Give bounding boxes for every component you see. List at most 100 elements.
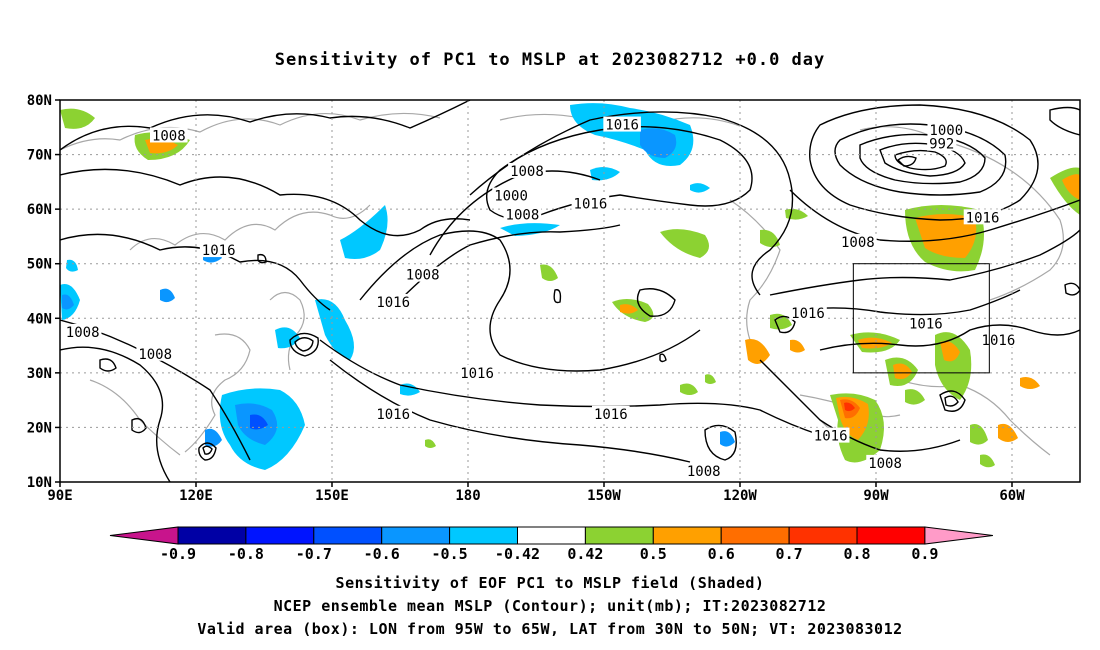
contour-label-bg <box>963 209 1002 225</box>
colorbar-segment <box>652 526 722 545</box>
caption-line-3: Valid area (box): LON from 95W to 65W, L… <box>197 620 903 638</box>
plot-title: Sensitivity of PC1 to MSLP at 2023082712… <box>274 50 826 70</box>
lat-label: 80N <box>27 93 52 109</box>
lon-label: 120W <box>723 488 757 500</box>
contour-label: 1016 <box>966 210 1000 226</box>
lat-label: 40N <box>27 311 52 327</box>
map-background <box>60 100 1080 482</box>
contour-label-bg <box>927 122 966 138</box>
contour-label: 1000 <box>929 123 963 139</box>
lon-label: 60W <box>999 488 1025 500</box>
colorbar-label: -0.9 <box>160 545 196 563</box>
colorbar-segment <box>720 526 790 545</box>
colorbar-label: 0.8 <box>843 545 870 563</box>
contour-label: 1008 <box>152 128 186 144</box>
contour-label: 1016 <box>202 243 236 259</box>
colorbar-segment <box>856 526 926 545</box>
contour-label-bg <box>811 427 850 443</box>
colorbar-low-end <box>109 526 179 545</box>
contour-label: 1016 <box>814 429 848 445</box>
contour-label: 1016 <box>376 295 410 311</box>
colorbar-label: -0.6 <box>364 545 400 563</box>
caption-line-2: NCEP ensemble mean MSLP (Contour); unit(… <box>273 597 827 615</box>
contour-label: 1016 <box>594 407 628 423</box>
colorbar-segment <box>245 526 315 545</box>
lon-label: 180 <box>455 488 480 500</box>
contour-label: 1008 <box>687 464 721 480</box>
contour-label-bg <box>136 345 174 361</box>
colorbar-label: 0.6 <box>708 545 735 563</box>
contour-label: 1016 <box>605 118 639 134</box>
map-gridlines <box>60 100 1080 482</box>
contour-label-bg <box>684 463 723 479</box>
contour-labels: 1008 1016 1008 1008 1008 1016 1000 1008 1016 1008… <box>63 116 1018 480</box>
map-panel: 1008 1016 1008 1008 1008 1016 1000 1008 1016 1008… <box>27 93 1081 500</box>
lon-label: 150E <box>315 488 349 500</box>
contour-label: 1008 <box>506 208 540 224</box>
colorbar-segment <box>381 526 451 545</box>
contour-label: 1008 <box>406 268 440 284</box>
valid-area-box <box>852 263 990 374</box>
contour-label-bg <box>150 127 188 143</box>
contour-label: 1016 <box>376 407 410 423</box>
contour-label: 1016 <box>574 197 608 213</box>
contour-label: 1008 <box>66 325 100 341</box>
lat-label: 60N <box>27 202 52 218</box>
colorbar-label: 0.42 <box>567 545 603 563</box>
lat-label: 20N <box>27 420 52 436</box>
colorbar-high-end <box>924 526 993 545</box>
contour-label-bg <box>503 206 542 222</box>
contour-label-bg <box>603 116 641 132</box>
colorbar-label: 0.5 <box>640 545 667 563</box>
contour-label-bg <box>839 233 877 249</box>
colorbar-label: -0.42 <box>495 545 540 563</box>
colorbar: -0.9 -0.8 -0.7 -0.6 -0.5 -0.42 0.42 0.5 0.6 0.7 0.… <box>109 526 993 563</box>
contour-label: 1016 <box>791 306 825 322</box>
contour-label-bg <box>374 293 412 309</box>
colorbar-label: 0.7 <box>776 545 803 563</box>
caption-line-1: Sensitivity of EOF PC1 to MSLP field (Sh… <box>335 574 765 592</box>
lon-label: 150W <box>587 488 621 500</box>
latitude-labels: 80N 70N 60N 50N 40N 30N 20N 10N <box>27 93 60 491</box>
contour-label: 1000 <box>494 189 528 205</box>
contour-label-bg <box>63 323 102 339</box>
colorbar-segment <box>517 526 586 545</box>
lon-label: 90W <box>863 488 889 500</box>
contour-label: 1008 <box>510 164 544 180</box>
contour-label-bg <box>458 364 496 380</box>
lon-label: 90E <box>47 488 72 500</box>
contour-label-bg <box>403 266 442 282</box>
lat-label: 10N <box>27 475 52 491</box>
contour-label: 1008 <box>138 347 172 363</box>
contour-label-bg <box>592 405 630 421</box>
colorbar-label: -0.8 <box>228 545 264 563</box>
colorbar-label: -0.5 <box>432 545 468 563</box>
lat-label: 50N <box>27 257 52 273</box>
colorbar-segment <box>449 526 519 545</box>
contour-label-bg <box>866 454 904 470</box>
contour-label: 1016 <box>460 366 494 382</box>
lon-label: 120E <box>179 488 213 500</box>
contour-label-bg <box>374 405 412 421</box>
colorbar-label: 0.9 <box>911 545 938 563</box>
longitude-labels: 90E 120E 150E 180 150W 120W 90W 60W <box>47 482 1025 500</box>
contour-label: 1016 <box>909 317 943 333</box>
contour-label: 992 <box>929 137 954 153</box>
contour-label-bg <box>508 162 546 178</box>
contour-label: 1016 <box>982 333 1016 349</box>
lat-label: 70N <box>27 148 52 164</box>
colorbar-segment <box>788 526 858 545</box>
map-frame <box>59 99 1081 483</box>
contour-label-bg <box>789 304 827 320</box>
lat-label: 30N <box>27 366 52 382</box>
colorbar-segment <box>313 526 383 545</box>
contour-label-bg <box>492 187 530 203</box>
colorbar-segment <box>177 526 247 545</box>
contour-label-bg <box>927 135 957 151</box>
colorbar-segment <box>584 526 654 545</box>
sensitivity-shading <box>60 103 1080 470</box>
contour-label-bg <box>571 195 610 211</box>
contour-label: 1008 <box>841 235 875 251</box>
contour-label-bg <box>199 242 238 258</box>
contour-label-bg <box>907 315 945 331</box>
